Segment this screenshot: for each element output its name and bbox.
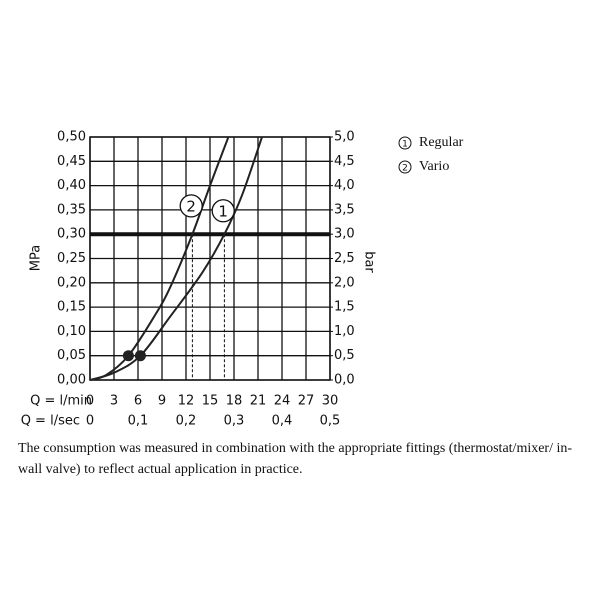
x2-tick-label: 0,2 bbox=[176, 414, 197, 429]
y2-tick-label: 0,0 bbox=[334, 373, 355, 388]
x2-tick-label: 0,3 bbox=[224, 414, 245, 429]
x2-tick-label: 0,5 bbox=[320, 414, 341, 429]
y-tick-label: 0,25 bbox=[57, 251, 86, 266]
x-tick-label: 30 bbox=[322, 394, 339, 409]
y-tick-label: 0,50 bbox=[57, 130, 86, 145]
y-tick-label: 0,15 bbox=[57, 300, 86, 315]
x-tick-label: 24 bbox=[274, 394, 291, 409]
x-tick-label: 6 bbox=[134, 394, 142, 409]
legend-number: 1 bbox=[402, 140, 408, 150]
x-axis-label: Q = l/min bbox=[30, 394, 92, 409]
y2-tick-label: 4,0 bbox=[334, 178, 355, 193]
x-tick-label: 9 bbox=[158, 394, 166, 409]
y2-tick-label: 1,5 bbox=[334, 300, 355, 315]
y2-tick-label: 4,5 bbox=[334, 154, 355, 169]
operating-point bbox=[122, 350, 134, 362]
x-tick-label: 18 bbox=[226, 394, 243, 409]
y2-tick-label: 2,5 bbox=[334, 251, 355, 266]
y-tick-label: 0,30 bbox=[57, 227, 86, 242]
y-tick-label: 0,05 bbox=[57, 348, 86, 363]
x-tick-label: 3 bbox=[110, 394, 118, 409]
y-tick-label: 0,40 bbox=[57, 178, 86, 193]
y-tick-label: 0,00 bbox=[57, 373, 86, 388]
legend-number: 2 bbox=[402, 164, 408, 174]
legend-ring bbox=[398, 160, 412, 174]
x-tick-label: 0 bbox=[86, 394, 94, 409]
y2-tick-label: 3,5 bbox=[334, 202, 355, 217]
curve-label-ring bbox=[179, 194, 203, 218]
curve-label: 1 bbox=[218, 202, 228, 220]
y-tick-label: 0,20 bbox=[57, 275, 86, 290]
plot-frame bbox=[89, 136, 331, 381]
curve bbox=[89, 136, 263, 381]
x2-axis-label: Q = l/sec bbox=[21, 414, 80, 429]
y-tick-label: 0,45 bbox=[57, 154, 86, 169]
y-axis-label: MPa bbox=[29, 245, 44, 271]
x2-tick-label: 0,4 bbox=[272, 414, 293, 429]
x-tick-label: 12 bbox=[178, 394, 195, 409]
curve-label: 2 bbox=[186, 197, 196, 215]
x-tick-label: 21 bbox=[250, 394, 267, 409]
note: The consumption was measured in combinat… bbox=[18, 441, 573, 477]
y2-tick-label: 1,0 bbox=[334, 324, 355, 339]
y-tick-label: 0,35 bbox=[57, 202, 86, 217]
legend-label: Vario bbox=[419, 159, 449, 174]
legend-label: Regular bbox=[419, 135, 464, 150]
operating-point bbox=[134, 350, 146, 362]
x2-tick-label: 0 bbox=[86, 414, 94, 429]
y2-tick-label: 2,0 bbox=[334, 275, 355, 290]
note-box: The consumption was measured in combinat… bbox=[18, 441, 573, 477]
legend-ring bbox=[398, 136, 412, 150]
y2-tick-label: 0,5 bbox=[334, 348, 355, 363]
x-tick-label: 27 bbox=[298, 394, 315, 409]
y2-tick-label: 3,0 bbox=[334, 227, 355, 242]
y2-tick-label: 5,0 bbox=[334, 130, 355, 145]
y-tick-label: 0,10 bbox=[57, 324, 86, 339]
x-tick-label: 15 bbox=[202, 394, 219, 409]
curve-label-ring bbox=[211, 199, 235, 223]
x2-tick-label: 0,1 bbox=[128, 414, 149, 429]
y2-axis-label: bar bbox=[362, 251, 377, 273]
curve bbox=[89, 136, 230, 381]
